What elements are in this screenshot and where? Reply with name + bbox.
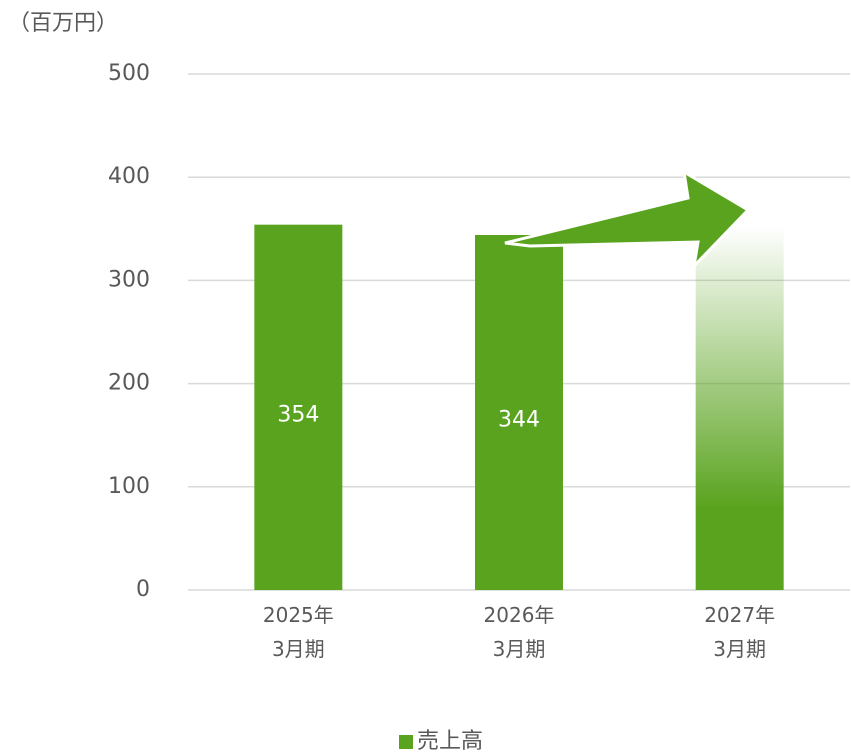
legend-swatch bbox=[399, 735, 413, 749]
y-tick-label: 400 bbox=[108, 164, 150, 189]
y-tick-label: 500 bbox=[108, 61, 150, 86]
legend-label: 売上高 bbox=[417, 729, 483, 752]
x-tick-label: 2027年 3月期 bbox=[704, 603, 776, 661]
y-axis-label: （百万円） bbox=[8, 11, 118, 36]
y-tick-label: 200 bbox=[108, 371, 150, 396]
y-tick-label: 0 bbox=[136, 577, 150, 602]
bar bbox=[475, 234, 563, 590]
trend-arrow bbox=[504, 169, 751, 271]
x-tick-label: 2026年 3月期 bbox=[483, 603, 555, 661]
data-label: 344 bbox=[498, 407, 540, 432]
y-tick-label: 100 bbox=[108, 474, 150, 499]
x-tick-label: 2025年 3月期 bbox=[262, 603, 334, 661]
bar bbox=[254, 224, 343, 590]
data-label: 354 bbox=[277, 402, 319, 427]
y-tick-label: 300 bbox=[108, 267, 150, 292]
